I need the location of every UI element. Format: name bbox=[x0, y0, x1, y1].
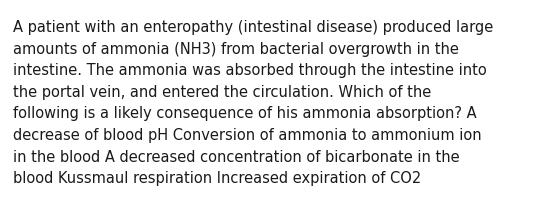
Text: A patient with an enteropathy (intestinal disease) produced large
amounts of amm: A patient with an enteropathy (intestina… bbox=[13, 20, 493, 186]
